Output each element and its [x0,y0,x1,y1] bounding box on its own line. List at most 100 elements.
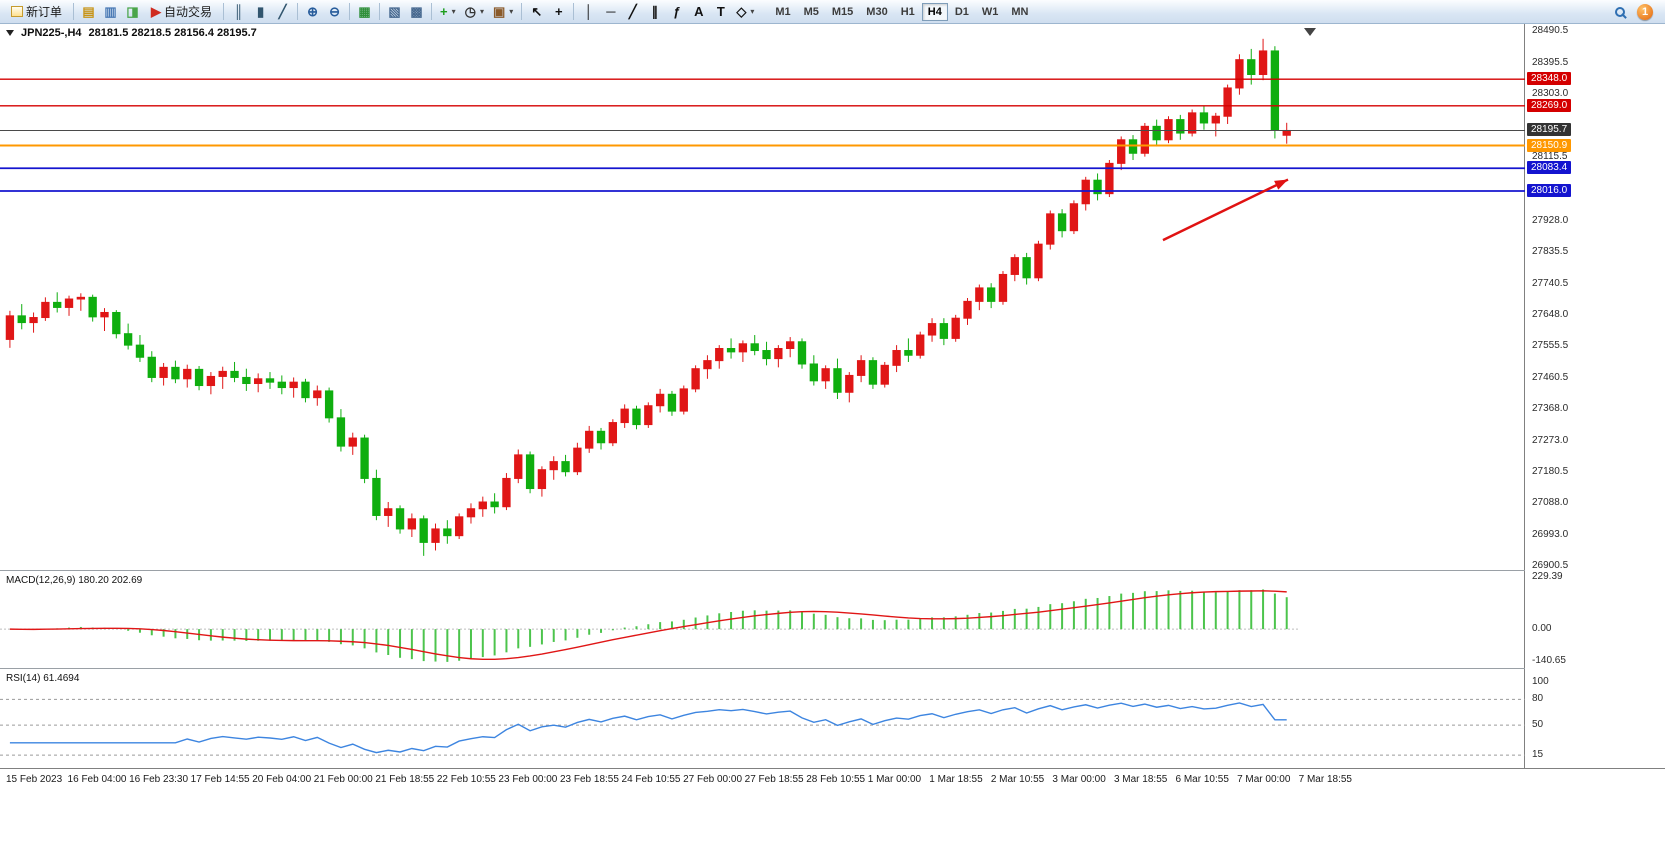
price-axis-tick: 27555.5 [1532,339,1569,351]
macd-histogram [20,589,1288,662]
price-axis-tick: 28303.0 [1532,88,1569,100]
bar-chart-icon: ║ [233,4,244,19]
price-axis-tick: 27740.5 [1532,277,1569,289]
candlestick-chart-button[interactable]: ▮ [250,2,271,22]
price-axis-tick: 27088.0 [1532,497,1569,509]
toolbar-separator [349,3,351,20]
trend-arrow-annotation[interactable] [1162,178,1289,242]
market-watch-button[interactable]: ▤ [78,2,99,22]
timeframe-group: M1 M5 M15 M30 H1 H4 D1 W1 MN [769,2,1034,21]
symbol-title: JPN225-,H4 [21,27,82,39]
new-order-label: 新订单 [26,5,63,19]
bar-chart-button[interactable]: ║ [228,2,249,22]
text-button[interactable]: A [688,2,709,22]
data-window-button[interactable]: ▥ [100,2,121,22]
tile-windows-button[interactable]: ▦ [354,2,375,22]
time-axis-label: 28 Feb 10:55 [806,774,866,785]
horizontal-line-button[interactable]: ─ [600,2,621,22]
text-icon: A [694,4,704,19]
toolbar-separator [379,3,381,20]
resistance-line-28348-price-label: 28348.0 [1527,72,1572,86]
toolbar: 新订单 ▤ ▥ ◨ ▶ 自动交易 ║ ▮ ╱ ⊕ ⊖ ▦ ▧ ▩ + ▾ ◷ ▾ ▣ ▾ ↖ + │ ─ ╱ ∥ ƒ A T ◇ ▾ M1… [0,0,1665,24]
support-line-28016-price-label: 28016.0 [1527,183,1572,197]
vertical-line-button[interactable]: │ [578,2,599,22]
timeframe-m15-button[interactable]: M15 [831,5,854,18]
time-axis-label: 2 Mar 10:55 [990,774,1045,785]
time-axis-label: 7 Mar 00:00 [1237,774,1291,785]
chevron-down-icon: ▾ [479,7,484,16]
navigator-icon: ◨ [126,4,139,19]
zoom-out-button[interactable]: ⊖ [324,2,345,22]
new-order-icon [11,6,23,17]
line-chart-icon: ╱ [278,4,287,19]
channel-button[interactable]: ∥ [644,2,665,22]
new-order-button[interactable]: 新订单 [4,2,69,22]
fibonacci-button[interactable]: ƒ [666,2,687,22]
zoom-in-icon: ⊕ [307,4,318,19]
time-axis-label: 6 Mar 10:55 [1175,774,1229,785]
timeframe-m5-button[interactable]: M5 [803,5,819,18]
candlestick-chart-icon: ▮ [256,4,265,19]
macd-label: MACD(12,26,9) 180.20 202.69 [6,575,143,586]
timeframe-h1-button[interactable]: H1 [900,5,915,18]
timeframe-h4-button[interactable]: H4 [921,2,948,21]
time-axis-label: 24 Feb 10:55 [621,774,681,785]
time-axis-label: 23 Feb 00:00 [498,774,558,785]
trendline-icon: ╱ [628,4,637,19]
price-axis-tick: 27648.0 [1532,308,1569,320]
cursor-icon: ↖ [531,4,543,19]
toolbar-separator [73,3,75,20]
search-button[interactable] [1609,2,1630,22]
indicators-button[interactable]: + ▾ [436,2,460,22]
search-icon [1614,6,1625,17]
auto-trading-icon: ▶ [151,4,162,19]
chevron-down-icon: ▾ [750,7,755,16]
toolbar-separator [521,3,523,20]
shapes-icon: ◇ [736,4,747,19]
trendline-button[interactable]: ╱ [622,2,643,22]
time-axis[interactable]: 15 Feb 2023 16 Feb 04:00 16 Feb 23:30 17 Fe… [0,768,1665,790]
price-axis[interactable]: 28490.5 28395.5 28303.0 28115.5 27928.0 27835… [1525,24,1665,768]
zoom-in-button[interactable]: ⊕ [302,2,323,22]
price-axis-tick: 27835.5 [1532,245,1569,257]
shapes-button[interactable]: ◇ ▾ [732,2,758,22]
time-axis-label: 21 Feb 18:55 [375,774,435,785]
new-chart-button[interactable]: ▧ [384,2,405,22]
chart-canvas[interactable] [0,24,1525,768]
cursor-button[interactable]: ↖ [526,2,547,22]
time-axis-label: 20 Feb 04:00 [252,774,312,785]
time-axis-label: 15 Feb 2023 [6,774,63,785]
chart-shift-marker[interactable] [1304,28,1316,36]
data-window-icon: ▥ [104,4,117,19]
symbol-panel-toggle-icon[interactable] [6,30,14,36]
chart-plot-area[interactable]: JPN225-,H4 28181.5 28218.5 28156.4 28195… [0,24,1525,768]
timeframe-d1-button[interactable]: D1 [954,5,969,18]
line-chart-button[interactable]: ╱ [272,2,293,22]
notifications-badge[interactable]: 1 [1637,3,1653,20]
crosshair-button[interactable]: + [548,2,569,22]
clock-icon: ◷ [464,4,476,19]
timeframe-m1-button[interactable]: M1 [775,5,791,18]
time-axis-label: 1 Mar 18:55 [929,774,983,785]
macd-signal-line [9,590,1287,661]
auto-trading-button[interactable]: ▶ 自动交易 [144,2,219,22]
chart-profiles-button[interactable]: ▩ [406,2,427,22]
periods-button[interactable]: ◷ ▾ [461,2,488,22]
navigator-button[interactable]: ◨ [122,2,143,22]
timeframe-m30-button[interactable]: M30 [866,5,888,18]
timeframe-mn-button[interactable]: MN [1011,5,1029,18]
templates-button[interactable]: ▣ ▾ [489,2,517,22]
toolbar-separator [297,3,299,20]
chart-profiles-icon: ▩ [410,4,423,19]
label-button[interactable]: T [710,2,731,22]
price-axis-tick: 27928.0 [1532,214,1569,226]
macd-axis-tick: 229.39 [1532,571,1563,582]
price-axis-tick: 28115.5 [1532,151,1568,163]
resistance-line-28269-price-label: 28269.0 [1527,98,1572,112]
price-axis-tick: 27180.5 [1532,466,1569,478]
timeframe-w1-button[interactable]: W1 [981,5,999,18]
toolbar-separator [431,3,433,20]
channel-icon: ∥ [651,4,659,19]
time-axis-label: 16 Feb 23:30 [129,774,189,785]
